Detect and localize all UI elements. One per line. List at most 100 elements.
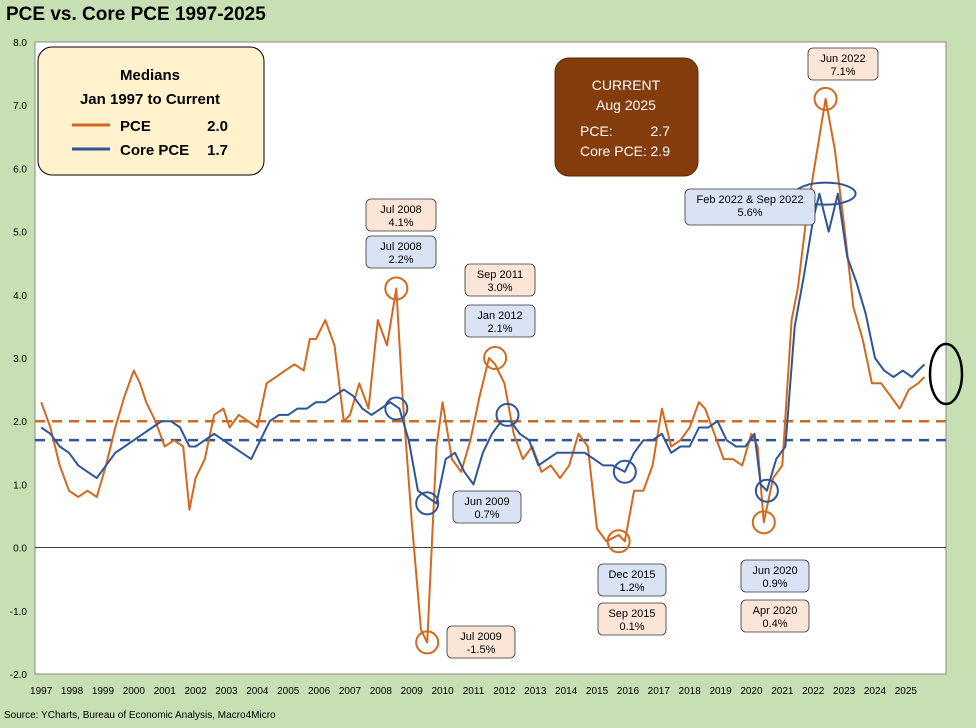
y-tick-label: 3.0 xyxy=(13,354,27,365)
current-core-value: 2.9 xyxy=(651,143,671,159)
annotation-box-apr2020-pce xyxy=(740,599,810,633)
x-tick-label: 2017 xyxy=(648,686,671,697)
y-tick-labels: 8.0 7.0 6.0 5.0 4.0 3.0 2.0 1.0 0.0 -1.0 -2.0 xyxy=(10,38,946,681)
x-tick-label: 1997 xyxy=(30,686,53,697)
annotation-value: 0.7% xyxy=(474,509,499,521)
x-tick-label: 2015 xyxy=(586,686,609,697)
annotation-box-sep2011-pce xyxy=(464,263,536,297)
x-tick-label: 2007 xyxy=(339,686,362,697)
annotation-value: 3.0% xyxy=(487,282,512,294)
current-marker-circle xyxy=(928,342,964,406)
x-tick-label: 2001 xyxy=(154,686,177,697)
current-heading: CURRENT xyxy=(592,77,661,93)
annotation-label: Jun 2020 xyxy=(752,565,797,577)
series-line-core xyxy=(40,192,926,505)
x-tick-label: 2012 xyxy=(493,686,516,697)
x-tick-label: 2019 xyxy=(709,686,732,697)
highlight-circle xyxy=(415,630,440,655)
medians-subheading: Jan 1997 to Current xyxy=(80,91,220,108)
current-date: Aug 2025 xyxy=(596,97,656,113)
x-tick-label: 2023 xyxy=(833,686,856,697)
series-lines xyxy=(40,97,926,644)
y-tick-label: 1.0 xyxy=(13,480,27,491)
highlight-circle xyxy=(751,510,776,535)
annotation-value: 1.2% xyxy=(619,582,644,594)
x-tick-label: 1999 xyxy=(92,686,115,697)
x-tick-label: 2010 xyxy=(432,686,455,697)
annotation-label: Feb 2022 & Sep 2022 xyxy=(696,194,803,206)
annotation-box-jul2008-pce xyxy=(365,198,437,232)
x-tick-label: 2016 xyxy=(617,686,640,697)
annotation-box-jun2009-core xyxy=(452,490,522,524)
x-tick-label: 2021 xyxy=(771,686,794,697)
series-line-pce xyxy=(40,97,926,644)
current-pce-value: 2.7 xyxy=(651,123,671,139)
annotation-value: 4.1% xyxy=(388,217,413,229)
highlight-circle xyxy=(483,346,508,370)
annotation-label: Jul 2009 xyxy=(460,631,502,643)
annotation-value: 0.1% xyxy=(619,621,644,633)
highlight-circle xyxy=(384,276,409,301)
x-tick-label: 2024 xyxy=(864,686,887,697)
y-tick-label: 5.0 xyxy=(13,228,27,239)
highlight-circle xyxy=(813,86,838,111)
y-tick-label: -2.0 xyxy=(10,670,28,681)
x-tick-labels: 1997 1998 1999 2000 2001 2002 2003 2004 2005 2006… xyxy=(30,686,917,697)
highlight-circle xyxy=(612,459,637,484)
annotation-label: Jun 2009 xyxy=(464,496,509,508)
current-box: CURRENT Aug 2025 PCE: 2.7 Core PCE: 2.9 xyxy=(554,57,699,177)
x-tick-label: 2020 xyxy=(740,686,763,697)
current-core-label: Core PCE: xyxy=(580,143,647,159)
annotation-label: Sep 2015 xyxy=(608,608,655,620)
x-tick-label: 2013 xyxy=(524,686,547,697)
annotation-value: 2.2% xyxy=(388,254,413,266)
legend-pce-value: 2.0 xyxy=(207,118,228,135)
annotation-box-dec2015-core xyxy=(597,563,667,597)
annotation-label: Dec 2015 xyxy=(608,569,655,581)
x-tick-label: 2011 xyxy=(463,686,485,697)
highlight-circle xyxy=(384,396,409,421)
medians-heading: Medians xyxy=(120,67,180,84)
annotation-label: Jun 2022 xyxy=(820,53,865,65)
x-tick-label: 2025 xyxy=(895,686,918,697)
annotation-label: Apr 2020 xyxy=(753,605,798,617)
annotation-box-sep2015-pce xyxy=(597,602,667,636)
highlight-circles xyxy=(384,86,964,655)
annotation-label: Jul 2008 xyxy=(380,241,422,253)
y-tick-label: -1.0 xyxy=(10,607,28,618)
x-tick-label: 2004 xyxy=(246,686,269,697)
annotation-value: 2.1% xyxy=(487,323,512,335)
x-tick-label: 1998 xyxy=(61,686,84,697)
x-tick-label: 2014 xyxy=(555,686,578,697)
x-tick-label: 2008 xyxy=(370,686,393,697)
annotation-box-jul2008-core xyxy=(365,235,437,269)
annotation-box-jun2022-pce xyxy=(807,47,879,81)
y-tick-label: 8.0 xyxy=(13,38,27,49)
x-tick-label: 2006 xyxy=(308,686,331,697)
y-tick-label: 6.0 xyxy=(13,164,27,175)
highlight-circle xyxy=(415,491,440,516)
chart-title: PCE vs. Core PCE 1997-2025 xyxy=(6,4,266,25)
legend-core-label: Core PCE xyxy=(120,142,189,159)
y-tick-label: 2.0 xyxy=(13,417,27,428)
x-tick-label: 2022 xyxy=(802,686,825,697)
highlight-circle xyxy=(754,478,779,503)
legend-pce-label: PCE xyxy=(120,118,151,135)
annotation-value: 5.6% xyxy=(737,207,762,219)
highlight-circle xyxy=(606,529,631,554)
x-tick-label: 2003 xyxy=(215,686,238,697)
annotation-value: 7.1% xyxy=(830,66,855,78)
annotation-label: Jan 2012 xyxy=(477,310,522,322)
x-tick-label: 2009 xyxy=(401,686,424,697)
y-tick-label: 0.0 xyxy=(13,544,27,555)
annotation-value: 0.4% xyxy=(762,618,787,630)
x-tick-label: 2005 xyxy=(277,686,300,697)
annotation-box-jan2012-core xyxy=(464,304,536,338)
y-tick-label: 7.0 xyxy=(13,101,27,112)
annotation-box-jul2009-pce xyxy=(446,625,516,659)
source-note: Source: YCharts, Bureau of Economic Anal… xyxy=(4,710,276,721)
annotation-box-febsep2022-core xyxy=(684,188,816,226)
x-tick-label: 2018 xyxy=(679,686,702,697)
medians-legend: Medians Jan 1997 to Current PCE 2.0 Core… xyxy=(37,46,265,176)
